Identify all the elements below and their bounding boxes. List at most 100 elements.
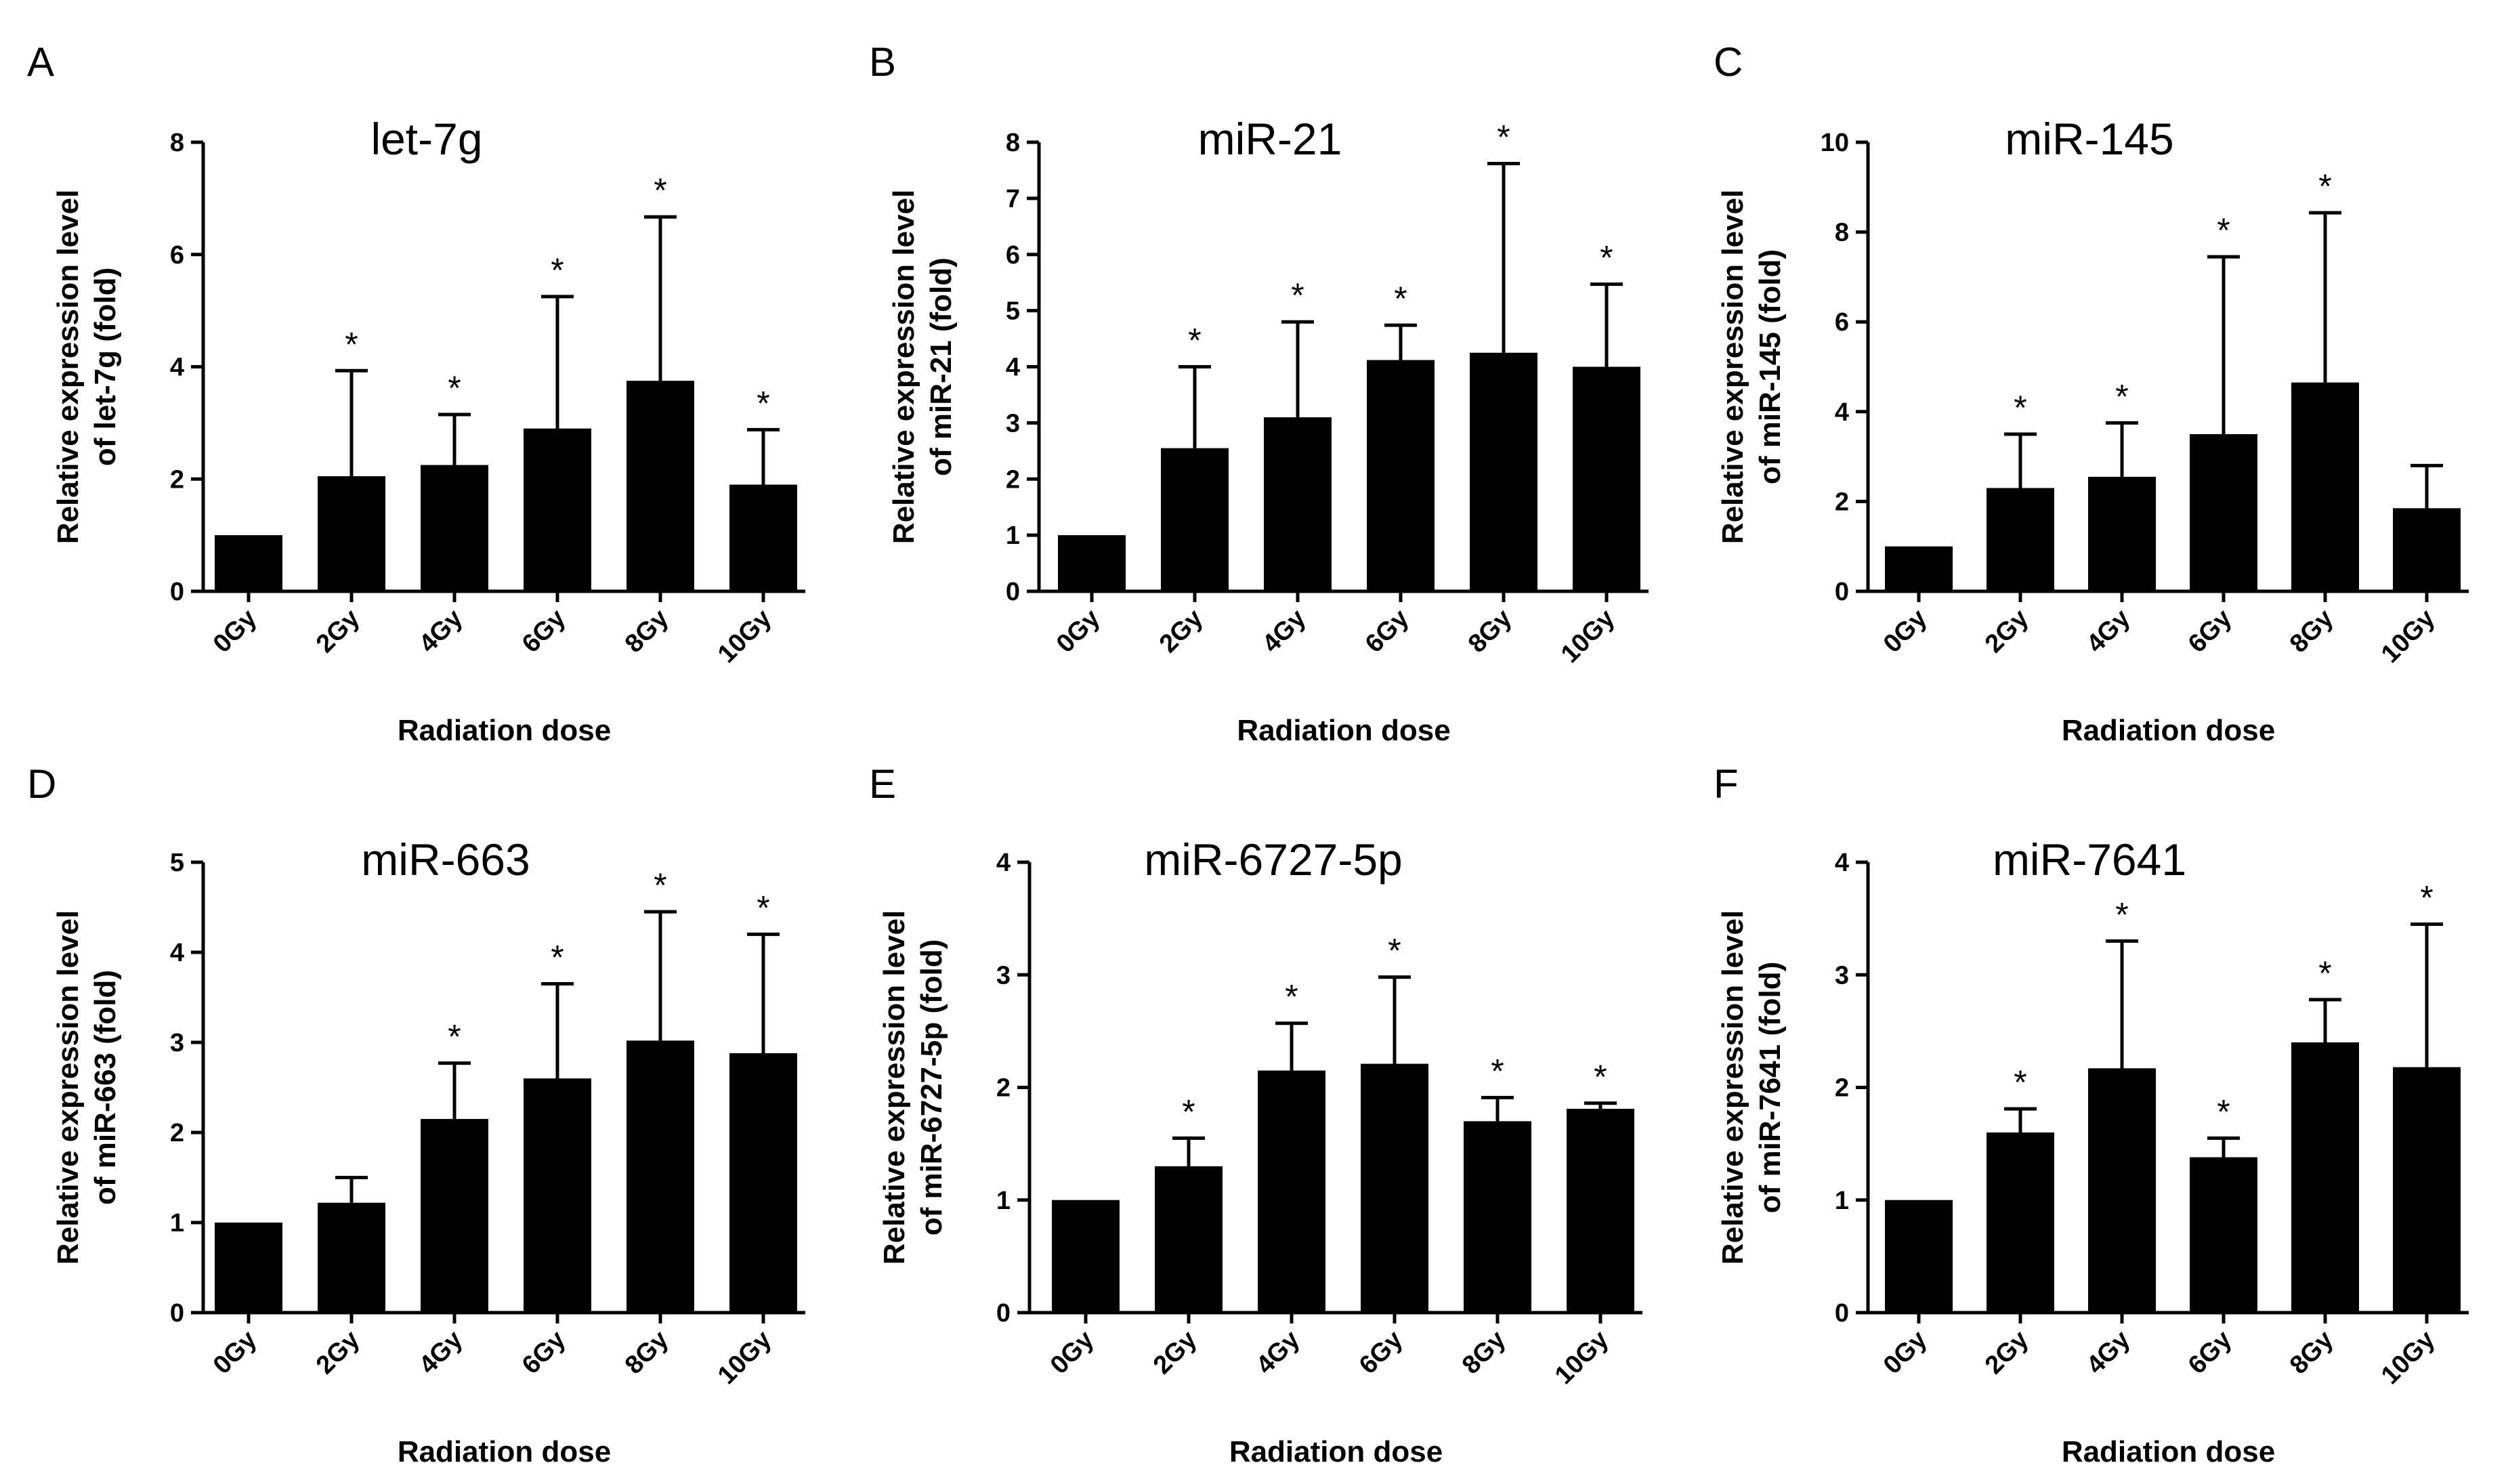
significance-star: * [1291, 276, 1304, 314]
y-axis-label-line2: of miR-6727-5p (fold) [915, 939, 948, 1236]
y-tick-label: 3 [170, 1029, 184, 1057]
x-tick-label: 2Gy [1980, 604, 2034, 658]
bar-8Gy [1470, 352, 1537, 591]
x-tick-label: 10Gy [1556, 604, 1620, 669]
significance-star: * [551, 939, 564, 977]
y-axis-label-line1: Relative expression level [878, 910, 911, 1265]
x-axis-label: Radiation dose [1229, 1435, 1443, 1468]
bar-6Gy [2190, 433, 2257, 591]
x-tick-label: 6Gy [2183, 604, 2237, 658]
significance-star: * [2014, 1063, 2026, 1101]
y-axis-label-line2: of miR-21 (fold) [925, 257, 958, 476]
y-tick-label: 1 [1835, 1187, 1849, 1215]
y-tick-label: 8 [170, 129, 184, 157]
y-tick-label: 2 [1835, 488, 1849, 516]
significance-star: * [448, 1018, 461, 1056]
x-tick-label: 10Gy [1550, 1326, 1614, 1390]
x-tick-label: 6Gy [517, 604, 571, 658]
bar-4Gy [1258, 1070, 1325, 1313]
significance-star: * [2420, 878, 2433, 916]
bar-0Gy [1885, 1200, 1953, 1313]
bar-10Gy [729, 1053, 797, 1313]
significance-star: * [2217, 211, 2230, 249]
x-axis-label: Radiation dose [2062, 1435, 2275, 1468]
x-tick-label: 8Gy [620, 604, 674, 658]
y-axis-label-line1: Relative expression level [1716, 190, 1749, 544]
significance-star: * [654, 171, 666, 209]
y-tick-label: 0 [996, 1299, 1011, 1328]
x-tick-label: 2Gy [1980, 1326, 2034, 1380]
x-tick-label: 4Gy [1257, 604, 1311, 658]
significance-star: * [2217, 1093, 2230, 1130]
y-tick-label: 3 [1835, 961, 1849, 990]
x-tick-label: 8Gy [1463, 604, 1517, 658]
x-tick-label: 2Gy [311, 604, 365, 658]
panel-letter: F [1714, 761, 1739, 807]
y-tick-label: 10 [1821, 129, 1849, 157]
significance-star: * [448, 369, 461, 407]
y-tick-label: 0 [1835, 578, 1849, 606]
y-tick-label: 5 [170, 849, 184, 877]
x-tick-label: 8Gy [620, 1326, 674, 1380]
x-tick-label: 6Gy [1360, 604, 1414, 658]
x-tick-label: 4Gy [2081, 1326, 2136, 1380]
y-tick-label: 4 [1835, 849, 1849, 877]
panel-letter: D [27, 761, 56, 807]
y-tick-label: 2 [170, 465, 184, 494]
bar-8Gy [626, 381, 694, 591]
bar-10Gy [729, 484, 797, 591]
y-tick-label: 8 [1835, 219, 1849, 247]
y-tick-label: 1 [996, 1187, 1011, 1215]
x-tick-label: 2Gy [1148, 1326, 1202, 1380]
y-axis-label-line2: of miR-663 (fold) [89, 970, 122, 1205]
bar-10Gy [2393, 508, 2461, 591]
x-tick-label: 0Gy [208, 1326, 262, 1380]
x-axis-label: Radiation dose [1237, 714, 1450, 747]
bar-10Gy [1567, 1109, 1634, 1313]
bar-10Gy [1573, 366, 1640, 591]
x-tick-label: 2Gy [311, 1326, 365, 1380]
y-tick-label: 6 [1006, 241, 1020, 270]
x-tick-label: 6Gy [2183, 1326, 2237, 1380]
significance-star: * [1594, 1058, 1607, 1096]
y-tick-label: 4 [170, 939, 184, 967]
y-tick-label: 1 [1006, 522, 1020, 550]
bar-0Gy [1058, 535, 1126, 591]
bar-4Gy [421, 1119, 488, 1313]
x-tick-label: 0Gy [1045, 1326, 1099, 1380]
chart-title: let-7g [370, 114, 482, 164]
bar-2Gy [1987, 1132, 2054, 1313]
bar-2Gy [318, 476, 385, 591]
bar-6Gy [2190, 1157, 2257, 1313]
y-axis-label-line1: Relative expression level [887, 190, 920, 544]
y-tick-label: 0 [1006, 578, 1020, 606]
chart-title: miR-7641 [1993, 834, 2186, 885]
significance-star: * [1188, 322, 1201, 360]
bar-4Gy [2088, 1068, 2156, 1313]
x-tick-label: 2Gy [1154, 604, 1208, 658]
y-tick-label: 2 [1835, 1074, 1849, 1103]
x-axis-label: Radiation dose [2062, 714, 2275, 747]
significance-star: * [1388, 932, 1401, 970]
panel-letter: A [27, 39, 54, 85]
significance-star: * [2318, 954, 2331, 992]
x-tick-label: 10Gy [713, 604, 777, 669]
y-tick-label: 0 [1835, 1299, 1849, 1328]
y-axis-label-line1: Relative expression level [1716, 910, 1749, 1265]
y-tick-label: 6 [1835, 308, 1849, 337]
x-tick-label: 6Gy [517, 1326, 571, 1380]
bar-6Gy [524, 1078, 591, 1313]
significance-star: * [1285, 978, 1298, 1016]
significance-star: * [2318, 167, 2331, 205]
significance-star: * [2115, 895, 2128, 933]
panel-letter: C [1714, 39, 1743, 85]
bar-0Gy [1052, 1200, 1120, 1313]
panel-letter: B [869, 39, 896, 85]
y-tick-label: 0 [170, 1299, 184, 1328]
x-tick-label: 10Gy [2376, 1326, 2440, 1390]
y-tick-label: 6 [170, 241, 184, 270]
y-tick-label: 2 [996, 1074, 1011, 1103]
bar-2Gy [1161, 448, 1229, 591]
